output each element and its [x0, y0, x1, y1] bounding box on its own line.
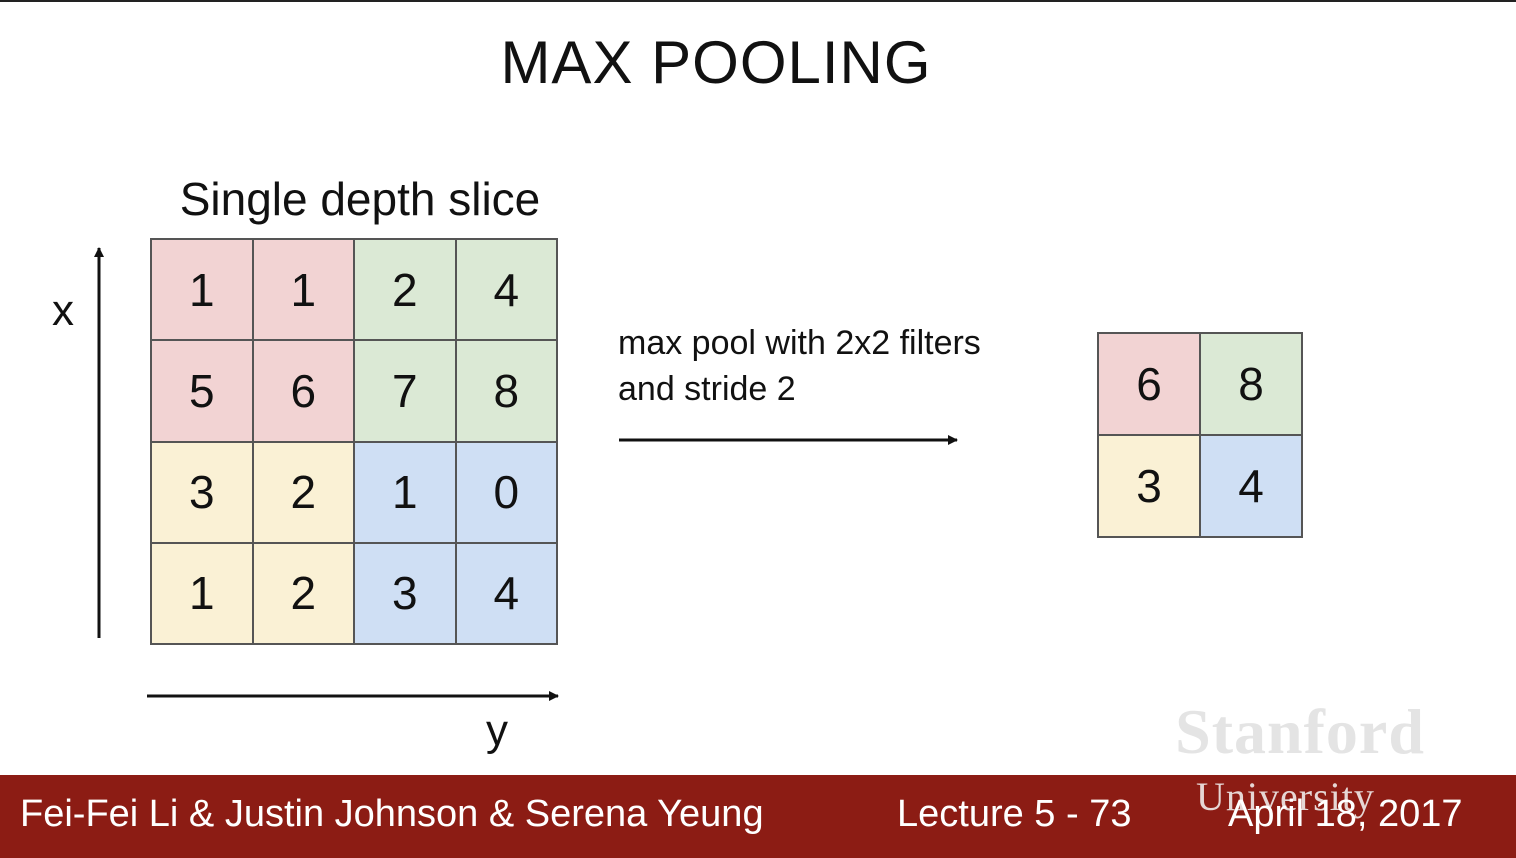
output-cell-r2c1: 3 — [1098, 435, 1200, 537]
input-cell-r1c3: 2 — [354, 239, 456, 341]
y-axis-label: y — [486, 706, 508, 755]
input-cell-r4c3: 3 — [354, 542, 456, 644]
top-rule — [0, 0, 1516, 2]
x-axis-label: x — [52, 286, 74, 335]
watermark-stanford: Stanford — [1175, 696, 1425, 767]
arrows-layer — [94, 247, 958, 701]
input-cell-r1c2: 1 — [252, 239, 354, 341]
input-cell-r2c4: 8 — [455, 340, 557, 442]
output-cell-r1c2: 8 — [1200, 333, 1302, 435]
input-cell-r3c2: 2 — [252, 441, 354, 543]
footer-lecture: Lecture 5 - 73 — [897, 793, 1132, 835]
input-subtitle: Single depth slice — [179, 173, 541, 225]
input-cell-r2c3: 7 — [354, 340, 456, 442]
input-cell-r4c4: 4 — [455, 542, 557, 644]
stanford-watermark: Stanford — [1160, 700, 1440, 764]
input-cell-r3c3: 1 — [354, 441, 456, 543]
footer-bar: University Fei-Fei Li & Justin Johnson &… — [0, 774, 1516, 858]
output-cell-r1c1: 6 — [1098, 333, 1200, 435]
input-cell-r1c1: 1 — [151, 239, 253, 341]
operation-line-2: and stride 2 — [618, 370, 796, 408]
input-grid: 1 1 2 4 5 6 7 8 3 2 1 0 1 2 3 4 — [150, 238, 558, 645]
operation-description: max pool with 2x2 filters and stride 2 — [618, 320, 981, 412]
footer-authors: Fei-Fei Li & Justin Johnson & Serena Yeu… — [20, 793, 764, 835]
output-grid: 6 8 3 4 — [1097, 332, 1303, 538]
output-cell-r2c2: 4 — [1200, 435, 1302, 537]
input-cell-r2c2: 6 — [252, 340, 354, 442]
input-cell-r1c4: 4 — [455, 239, 557, 341]
input-cell-r4c2: 2 — [252, 542, 354, 644]
slide-title: MAX POOLING — [500, 29, 932, 96]
input-cell-r3c1: 3 — [151, 441, 253, 543]
footer-date: April 18, 2017 — [1228, 793, 1463, 835]
input-cell-r2c1: 5 — [151, 340, 253, 442]
watermark-university: University — [1196, 774, 1375, 819]
operation-line-1: max pool with 2x2 filters — [618, 324, 981, 362]
input-cell-r4c1: 1 — [151, 542, 253, 644]
input-cell-r3c4: 0 — [455, 441, 557, 543]
